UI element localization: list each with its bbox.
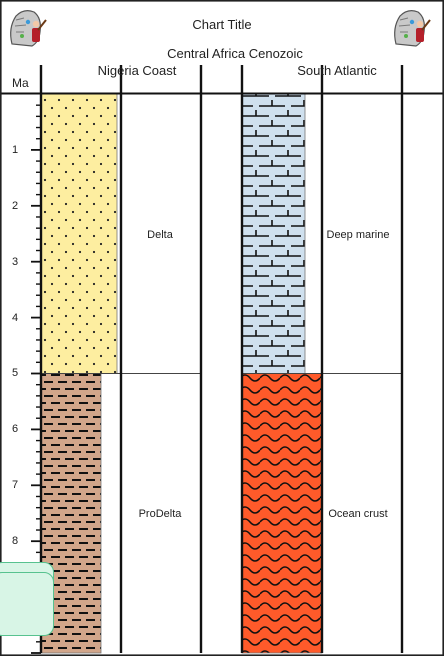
axis-tick-label: 7 bbox=[12, 479, 19, 491]
axis-tick-label: 1 bbox=[12, 144, 19, 156]
environment-label: Deep marine bbox=[326, 229, 390, 241]
axis-tick-label: 2 bbox=[12, 200, 19, 212]
chart-title: Chart Title bbox=[192, 17, 252, 32]
axis-tick-label: 4 bbox=[12, 312, 19, 324]
axis-tick-label: 6 bbox=[12, 423, 19, 435]
lithology-basalt bbox=[241, 373, 323, 654]
axis-label-ma: Ma bbox=[12, 76, 29, 90]
environment-label: Delta bbox=[147, 229, 173, 241]
region-label: Central Africa Cenozoic bbox=[167, 46, 303, 61]
rock-mascot-logo-left bbox=[10, 10, 47, 47]
rock-mascot-logo-right bbox=[394, 10, 431, 47]
axis-tick-label: 3 bbox=[12, 256, 19, 268]
lithology-marl bbox=[241, 93, 306, 374]
axis-tick-label: 8 bbox=[12, 535, 19, 547]
floating-card-stack[interactable] bbox=[0, 562, 54, 636]
axis-tick-label: 5 bbox=[12, 367, 19, 379]
column-header-nigeria-coast: Nigeria Coast bbox=[97, 63, 177, 78]
column-header-south-atlantic: South Atlantic bbox=[297, 63, 377, 78]
floating-card-front[interactable] bbox=[0, 572, 54, 636]
environment-label: Ocean crust bbox=[328, 508, 388, 520]
lithology-sand bbox=[40, 93, 118, 374]
environment-label: ProDelta bbox=[138, 508, 182, 520]
